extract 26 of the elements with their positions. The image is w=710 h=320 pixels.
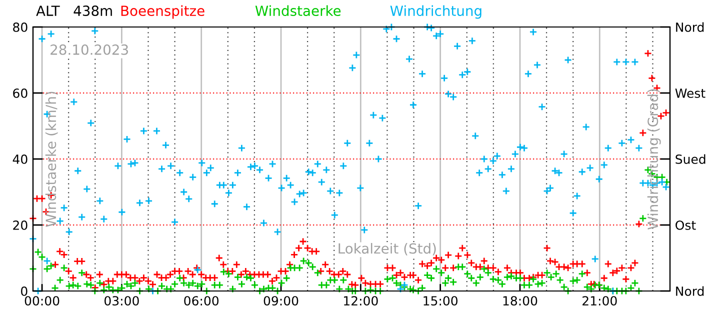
x-tick-label: 12:00: [344, 296, 378, 306]
x-tick-label: 06:00: [184, 296, 219, 306]
y-tick-label: 20: [13, 220, 28, 230]
chart-title: ALT 438m: [36, 6, 112, 16]
category-label: West: [675, 88, 706, 98]
y-tick-label: 60: [13, 88, 28, 98]
annotation: Lokalzeit (Std): [338, 242, 436, 256]
y2-axis-title: Windrichtung (Grad): [647, 89, 661, 230]
x-tick-label: 09:00: [264, 296, 298, 306]
x-tick-label: 18:00: [503, 296, 538, 306]
y-tick-label: 40: [12, 154, 28, 164]
category-label: Sued: [676, 154, 706, 164]
x-tick-label: 00:00: [24, 296, 60, 306]
text: Boeenspitze: [121, 5, 204, 19]
x-tick-label: 03:00: [104, 296, 139, 306]
y-tick-label: 80: [13, 22, 28, 32]
category-label: Nord: [676, 22, 704, 32]
x-tick-label: 21:00: [582, 296, 617, 306]
text: Windstaerke: [255, 5, 341, 16]
series-label: Windrichtung: [390, 5, 482, 19]
y-tick-label: 0: [21, 286, 28, 296]
category-label: Ost: [676, 220, 696, 230]
y-axis-title: Windstaerke (km/h): [45, 92, 58, 227]
annotation: 28.10.2023: [50, 44, 128, 55]
x-tick-label: 15:00: [424, 296, 458, 306]
category-label: Nord: [676, 286, 704, 296]
